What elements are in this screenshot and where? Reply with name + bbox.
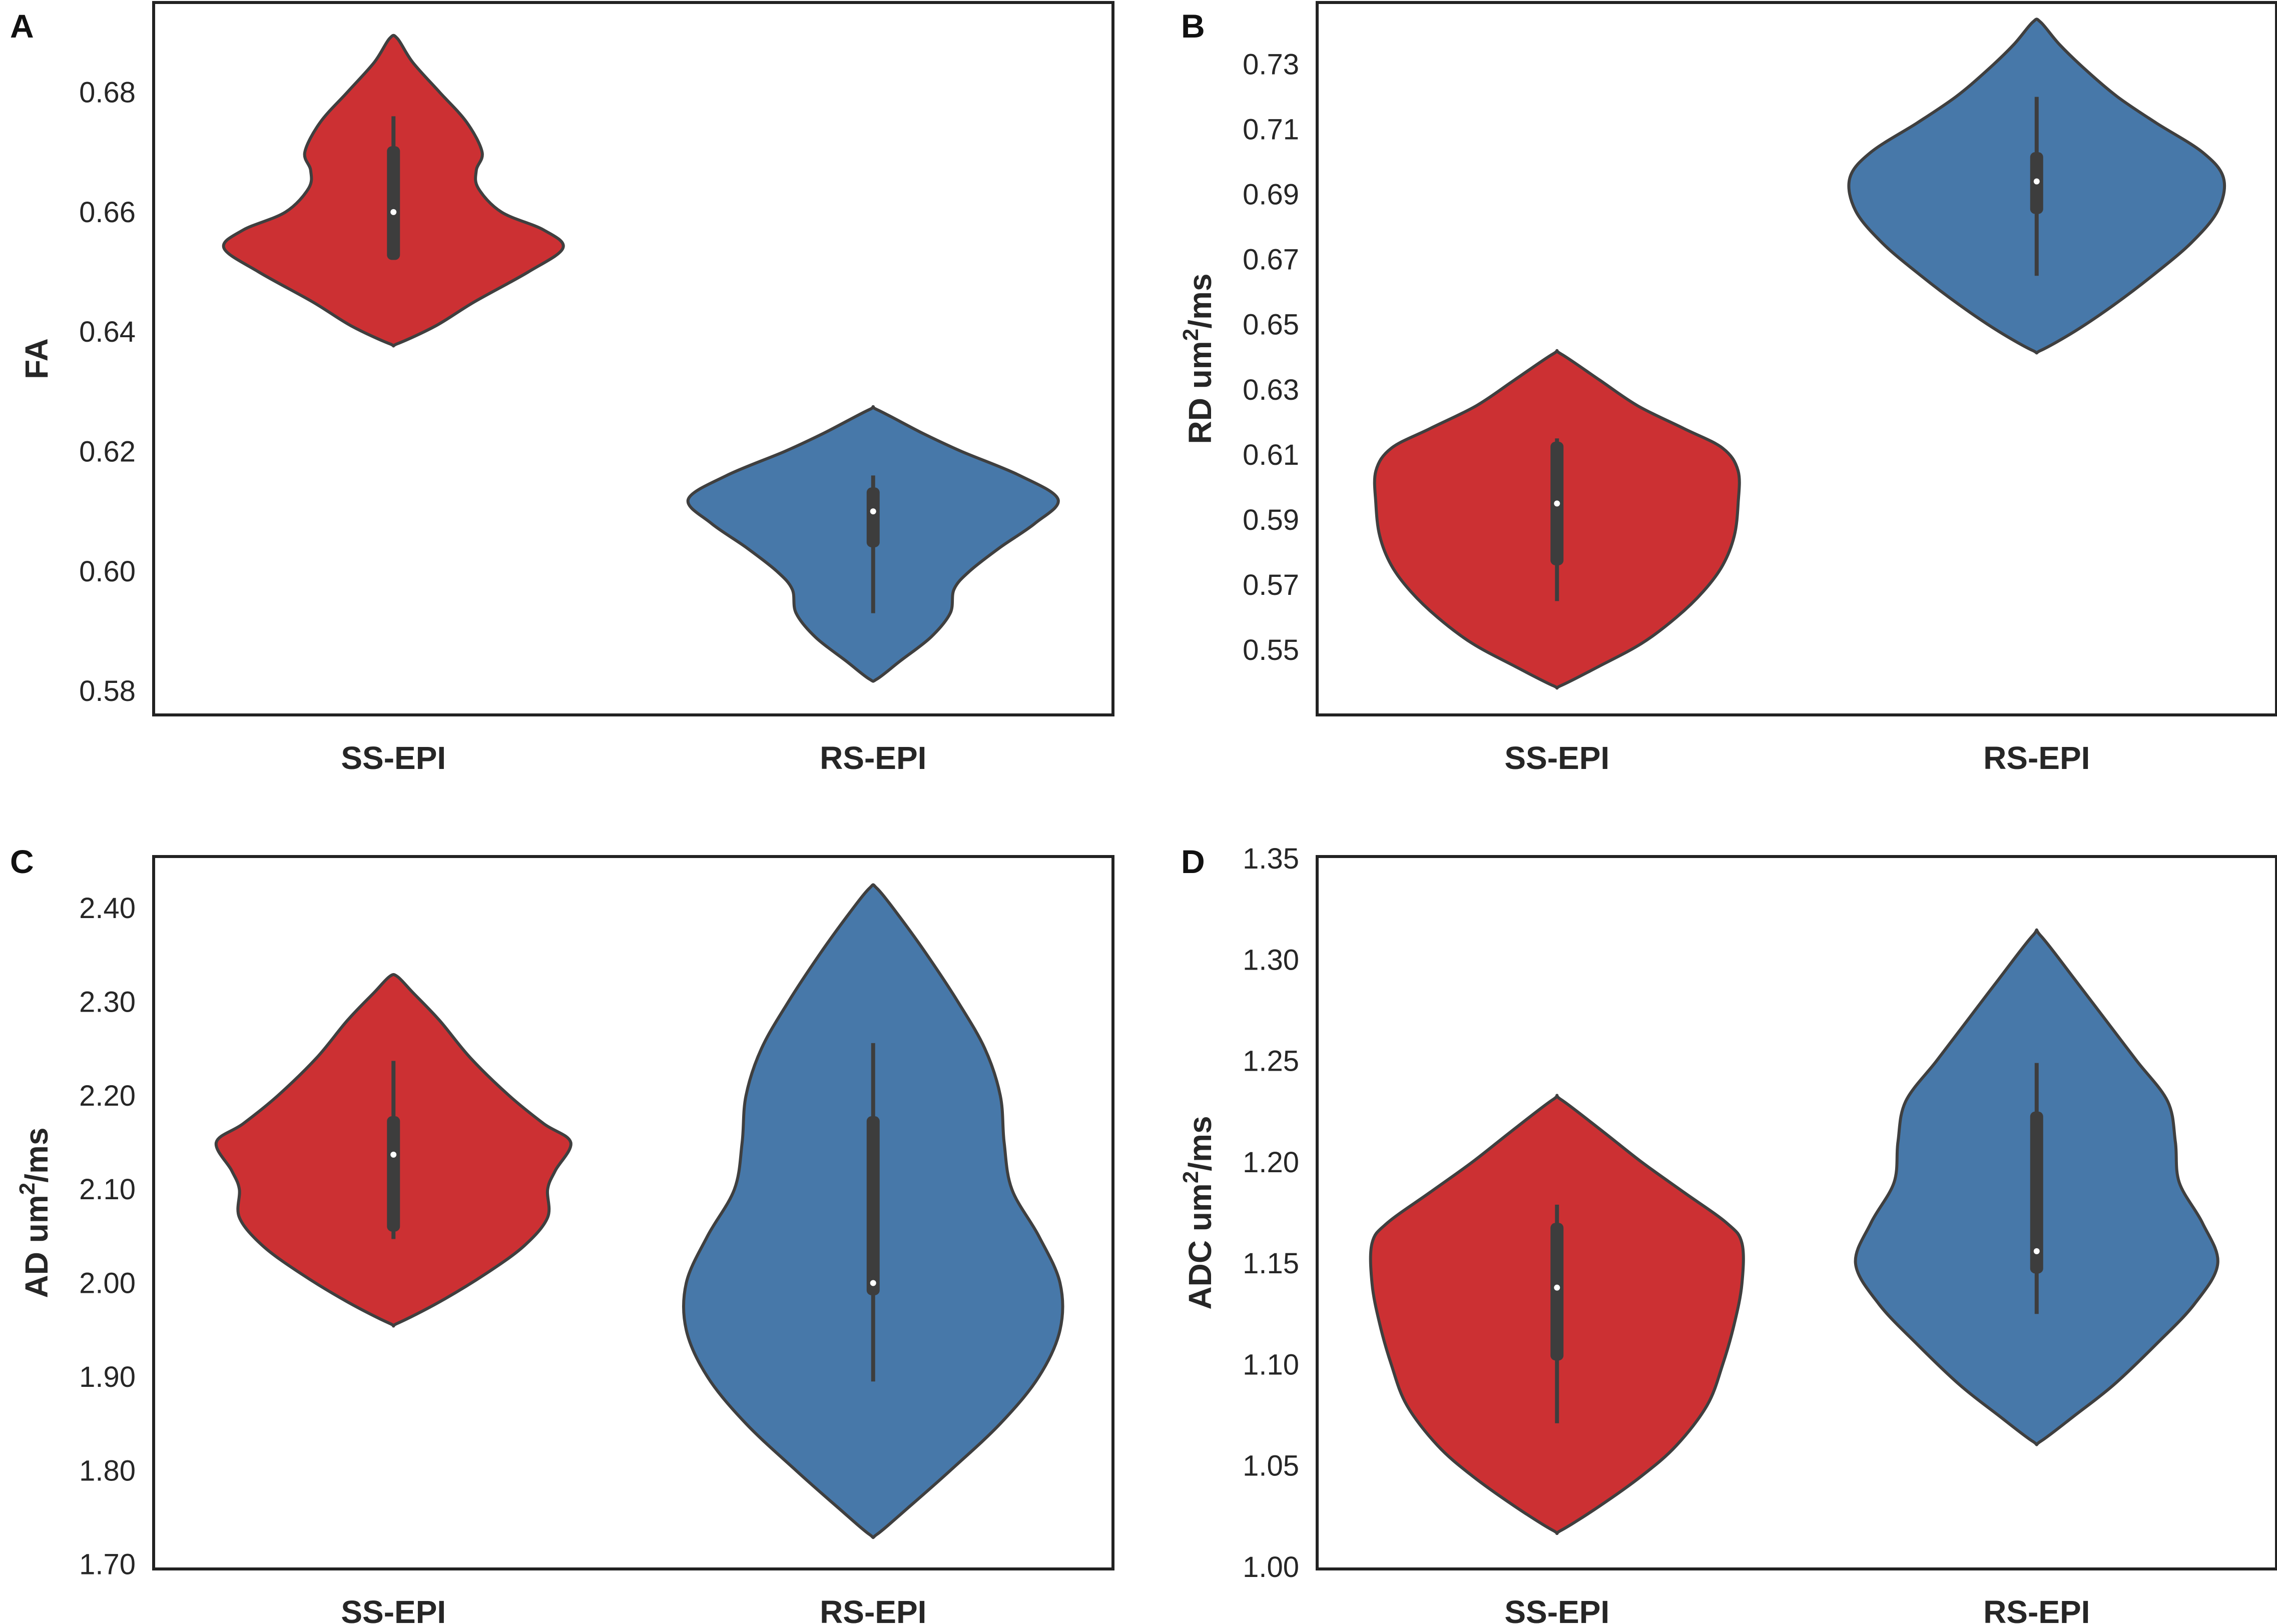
panel-d: D 1.00 1.05 1.10 1.15 1.20 1.25 1.30 1.35 ADC um2… <box>1179 843 2277 1624</box>
plot-frame <box>1316 855 2277 1570</box>
plot-frame <box>152 1 1114 716</box>
x-category-label: SS-EPI <box>1504 1594 1609 1624</box>
median-marker-ss-epi <box>390 209 397 215</box>
y-axis-label-sup: 2 <box>1179 1171 1203 1183</box>
y-tick-label: 2.30 <box>79 986 136 1018</box>
y-tick-label: 1.90 <box>79 1361 136 1393</box>
x-category-label: SS-EPI <box>1504 740 1609 776</box>
y-tick-label: 1.05 <box>1243 1450 1299 1482</box>
median-marker-rs-epi <box>870 1280 876 1286</box>
y-tick-label: 0.69 <box>1243 179 1299 211</box>
y-axis-label: ADC um2/ms <box>1179 1116 1218 1309</box>
x-category-label: SS-EPI <box>341 740 446 776</box>
median-marker-rs-epi <box>2033 178 2040 185</box>
y-tick-label: 1.35 <box>1243 843 1299 875</box>
y-tick-label: 1.80 <box>79 1454 136 1487</box>
y-tick-label: 1.10 <box>1243 1348 1299 1381</box>
y-tick-label: 0.66 <box>79 196 136 229</box>
y-tick-label: 0.65 <box>1243 309 1299 341</box>
y-tick-label: 0.63 <box>1243 374 1299 406</box>
y-axis-label-sup: 2 <box>1179 329 1203 341</box>
median-marker-rs-epi <box>2033 1248 2040 1254</box>
y-tick-label: 1.70 <box>79 1548 136 1581</box>
iqr-box-ss-epi <box>387 1116 400 1232</box>
y-axis-label-sup: 2 <box>15 1183 40 1195</box>
median-marker-rs-epi <box>870 508 876 515</box>
y-tick-label: 2.40 <box>79 892 136 925</box>
x-category-label: RS-EPI <box>1983 1594 2090 1624</box>
y-axis-label-suffix: /ms <box>1182 1116 1218 1171</box>
panel-letter-c: C <box>10 843 34 880</box>
panel-letter-b: B <box>1181 8 1205 45</box>
median-marker-ss-epi <box>1554 1284 1560 1291</box>
plot-frame <box>1316 1 2277 716</box>
median-marker-ss-epi <box>390 1151 397 1158</box>
y-tick-label: 0.71 <box>1243 114 1299 146</box>
iqr-box-rs-epi <box>2030 1111 2043 1274</box>
y-axis-label: FA <box>19 338 55 379</box>
y-tick-label: 0.58 <box>79 675 136 707</box>
y-tick-label: 0.59 <box>1243 504 1299 536</box>
y-tick-label: 0.73 <box>1243 49 1299 81</box>
y-tick-label: 1.30 <box>1243 944 1299 976</box>
y-tick-label: 2.10 <box>79 1173 136 1206</box>
iqr-box-rs-epi <box>866 1116 880 1295</box>
y-tick-label: 1.15 <box>1243 1247 1299 1280</box>
y-tick-label: 0.67 <box>1243 244 1299 276</box>
y-tick-label: 1.00 <box>1243 1551 1299 1583</box>
panel-b: B 0.55 0.57 0.59 0.61 0.63 0.65 0.67 0.69 0.71 0.7… <box>1179 1 2277 776</box>
x-category-label: RS-EPI <box>820 1594 926 1624</box>
x-category-label: SS-EPI <box>341 1594 446 1624</box>
y-tick-label: 0.64 <box>79 316 136 348</box>
y-axis-label-suffix: /ms <box>1182 274 1218 329</box>
plot-frame <box>152 855 1114 1570</box>
panel-a: A 0.58 0.60 0.62 0.64 0.66 0.68 FA SS-EPI RS-EPI <box>10 1 1114 776</box>
y-axis-label-main: ADC um <box>1182 1183 1218 1309</box>
median-marker-ss-epi <box>1554 500 1560 507</box>
y-axis-label: RD um2/ms <box>1179 274 1218 444</box>
panel-c: C 1.70 1.80 1.90 2.00 2.10 2.20 2.30 2.40 AD um2/… <box>10 843 1114 1624</box>
y-tick-label: 0.68 <box>79 76 136 109</box>
x-category-label: RS-EPI <box>1983 740 2090 776</box>
x-category-label: RS-EPI <box>820 740 926 776</box>
y-tick-label: 1.20 <box>1243 1146 1299 1179</box>
y-axis-label-main: FA <box>19 338 55 379</box>
y-axis-label-suffix: /ms <box>19 1128 55 1183</box>
y-tick-label: 0.60 <box>79 555 136 588</box>
y-tick-label: 1.25 <box>1243 1045 1299 1078</box>
y-tick-label: 2.20 <box>79 1080 136 1112</box>
y-tick-label: 0.55 <box>1243 634 1299 666</box>
iqr-box-ss-epi <box>387 146 400 260</box>
iqr-box-rs-epi <box>866 487 880 547</box>
panel-letter-a: A <box>10 8 34 45</box>
y-tick-label: 0.57 <box>1243 569 1299 601</box>
y-tick-label: 0.62 <box>79 435 136 468</box>
y-axis-label-main: AD um <box>19 1195 55 1298</box>
y-axis-label-main: RD um <box>1182 341 1218 444</box>
y-axis-label: AD um2/ms <box>15 1128 55 1298</box>
y-tick-label: 2.00 <box>79 1267 136 1300</box>
iqr-box-ss-epi <box>1550 1223 1564 1361</box>
y-tick-label: 0.61 <box>1243 439 1299 471</box>
panel-letter-d: D <box>1181 843 1205 880</box>
